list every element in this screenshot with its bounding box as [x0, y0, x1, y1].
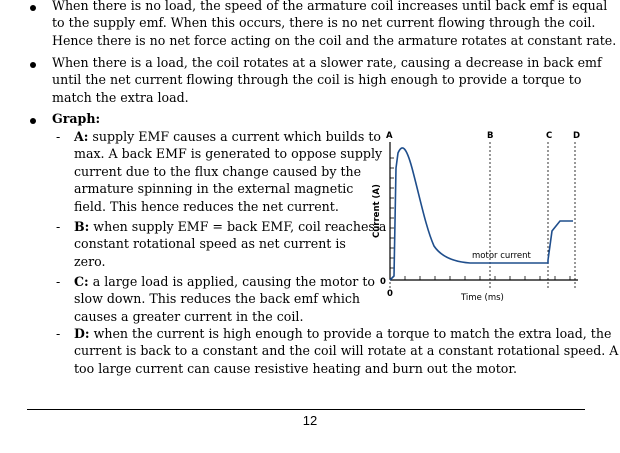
sub-item-line: current due to the flux change caused by…	[74, 163, 362, 179]
bullet-line: to the supply emf. When this occurs, the…	[52, 15, 596, 31]
graph-svg: A B C D	[372, 131, 580, 303]
bullet-marker	[30, 5, 36, 11]
sub-item-line: max. A back EMF is generated to oppose s…	[74, 146, 383, 162]
sub-item-a: A: supply EMF causes a current which bui…	[74, 128, 382, 215]
y-axis-ticks	[390, 157, 394, 269]
point-label-d: D	[573, 131, 580, 141]
sub-item-line: when supply EMF = back EMF, coil reaches…	[89, 219, 387, 234]
footer-divider	[27, 409, 585, 410]
sub-item-line: armature spinning in the external magnet…	[74, 181, 354, 197]
bullet-no-load: When there is no load, the speed of the …	[52, 0, 616, 49]
sub-item-line: zero.	[74, 253, 106, 269]
bullet-with-load: When there is a load, the coil rotates a…	[52, 54, 602, 106]
y-axis-label: Current (A)	[372, 184, 382, 238]
dash-marker: -	[56, 129, 61, 144]
sub-item-label: D:	[74, 326, 90, 341]
sub-item-label: A:	[74, 129, 89, 144]
sub-item-line: when the current is high enough to provi…	[89, 326, 612, 341]
point-label-a: A	[386, 131, 393, 141]
page-number: 12	[302, 413, 318, 428]
sub-item-line: too large current can cause resistive he…	[74, 360, 518, 376]
curve-label: motor current	[472, 251, 532, 261]
x-axis-ticks	[404, 276, 571, 280]
sub-item-line: current is back to a constant and the co…	[74, 343, 619, 359]
origin-y-label: 0	[380, 277, 386, 287]
dash-marker: -	[56, 274, 61, 289]
bullet-line: match the extra load.	[52, 89, 189, 105]
sub-item-b: B: when supply EMF = back EMF, coil reac…	[74, 218, 386, 270]
sub-item-line: field. This hence reduces the net curren…	[74, 198, 339, 214]
motor-current-curve	[389, 147, 573, 281]
bullet-line: Graph:	[52, 111, 101, 126]
sub-item-line: causes a greater current in the coil.	[74, 308, 304, 324]
motor-current-graph: A B C D	[360, 128, 600, 308]
bullet-line: When there is a load, the coil rotates a…	[52, 55, 602, 70]
sub-item-c: C: a large load is applied, causing the …	[74, 273, 375, 325]
x-axis-label: Time (ms)	[460, 293, 504, 303]
sub-item-line: supply EMF causes a current which builds…	[88, 129, 381, 144]
origin-x-label: 0	[387, 289, 393, 299]
bullet-line: Hence there is no net force acting on th…	[52, 32, 617, 48]
point-label-c: C	[546, 131, 552, 141]
point-label-b: B	[487, 131, 493, 141]
sub-item-line: slow down. This reduces the back emf whi…	[74, 291, 361, 307]
sub-item-line: a large load is applied, causing the mot…	[88, 274, 375, 289]
dash-marker: -	[56, 326, 61, 341]
sub-item-label: B:	[74, 219, 90, 234]
sub-item-line: constant rotational speed as net current…	[74, 236, 346, 252]
bullet-marker	[30, 62, 36, 68]
graph-heading: Graph:	[52, 110, 100, 127]
bullet-line: until the net current flowing through th…	[52, 72, 582, 88]
bullet-line: When there is no load, the speed of the …	[52, 0, 608, 13]
sub-item-label: C:	[74, 274, 89, 289]
sub-item-d: D: when the current is high enough to pr…	[74, 325, 618, 377]
bullet-marker	[30, 118, 36, 124]
dash-marker: -	[56, 219, 61, 234]
